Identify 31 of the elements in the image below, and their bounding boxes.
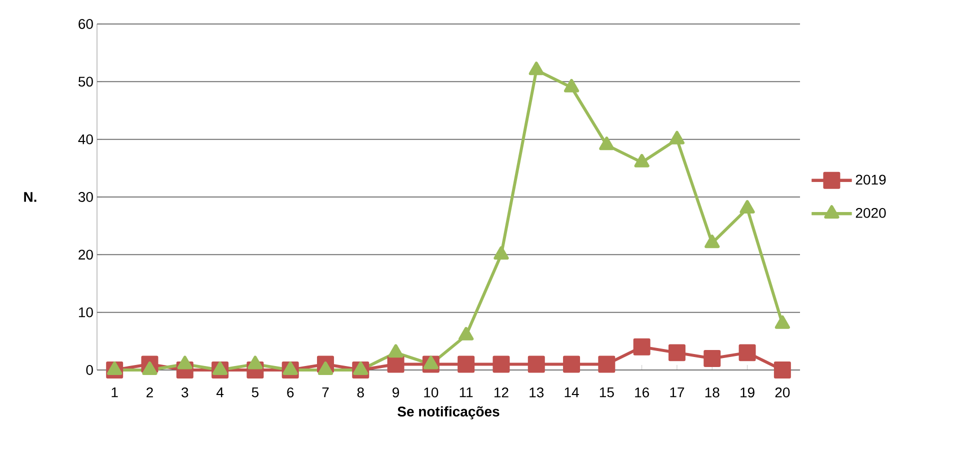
x-tick-label: 10 xyxy=(424,388,438,398)
y-tick-label: 40 xyxy=(78,134,93,144)
x-tick-label: 5 xyxy=(252,388,258,398)
y-tick-label: 0 xyxy=(86,365,93,375)
legend-label: 2020 xyxy=(856,208,886,218)
x-axis-title: Se notificações xyxy=(398,406,500,420)
x-tick-label: 3 xyxy=(182,388,188,398)
x-tick-label: 11 xyxy=(460,388,473,398)
x-tick-label: 15 xyxy=(600,388,614,398)
y-tick-label: 50 xyxy=(78,76,93,87)
y-axis-title: N. xyxy=(24,192,36,202)
x-tick-label: 17 xyxy=(670,388,684,398)
legend-label: 2019 xyxy=(856,174,886,185)
x-tick-label: 1 xyxy=(112,388,118,398)
x-tick-label: 2 xyxy=(146,388,153,398)
x-tick-label: 8 xyxy=(357,388,364,398)
y-tick-label: 10 xyxy=(78,307,93,318)
x-tick-label: 18 xyxy=(705,388,720,398)
y-tick-label: 20 xyxy=(78,250,93,260)
x-tick-label: 14 xyxy=(564,388,579,398)
x-tick-label: 16 xyxy=(635,388,650,398)
x-tick-label: 19 xyxy=(740,388,754,398)
x-tick-label: 7 xyxy=(322,388,329,398)
x-tick-label: 12 xyxy=(494,388,508,398)
x-tick-label: 6 xyxy=(287,388,294,398)
y-tick-label: 60 xyxy=(78,19,93,29)
x-tick-label: 4 xyxy=(216,388,224,398)
x-tick-label: 20 xyxy=(775,388,790,398)
y-tick-label: 30 xyxy=(78,192,93,202)
x-tick-label: 13 xyxy=(530,388,544,398)
x-tick-label: 9 xyxy=(392,388,400,398)
